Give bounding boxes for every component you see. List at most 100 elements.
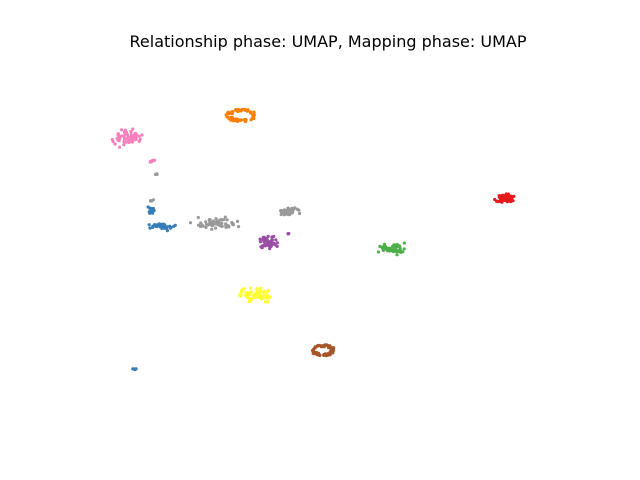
scatter-point: [250, 116, 254, 121]
scatter-point: [214, 217, 218, 221]
scatter-point: [382, 244, 386, 248]
scatter-point: [239, 108, 243, 112]
scatter-point: [250, 297, 254, 301]
scatter-point: [244, 108, 248, 112]
scatter-point: [262, 292, 266, 297]
scatter-point: [274, 238, 278, 242]
scatter-point: [385, 246, 389, 250]
scatter-point: [493, 197, 497, 202]
scatter-point: [158, 225, 162, 229]
scatter-point: [154, 223, 159, 227]
scatter-point: [264, 295, 268, 299]
cluster-12: [376, 241, 406, 257]
scatter-point: [129, 133, 133, 138]
scatter-point: [332, 346, 336, 350]
scatter-point: [239, 293, 243, 297]
scatter-point: [120, 128, 124, 132]
scatter-point: [233, 108, 237, 112]
scatter-point: [248, 286, 253, 290]
scatter-point: [266, 234, 270, 238]
scatter-point: [259, 289, 263, 293]
scatter-point: [251, 113, 255, 117]
cluster-4: [148, 198, 155, 203]
scatter-point: [169, 226, 173, 230]
scatter-point: [245, 295, 250, 300]
scatter-point: [229, 115, 233, 119]
scatter-point: [220, 221, 224, 225]
scatter-point: [268, 295, 272, 299]
scatter-point: [249, 290, 253, 294]
cluster-6: [147, 222, 177, 233]
scatter-point: [262, 235, 266, 239]
scatter-point: [116, 132, 120, 136]
scatter-point: [511, 199, 515, 203]
scatter-point: [226, 112, 230, 116]
scatter-point: [235, 219, 240, 223]
scatter-point: [137, 134, 141, 138]
scatter-point: [237, 225, 241, 229]
scatter-point: [259, 286, 263, 290]
scatter-point: [382, 247, 386, 251]
scatter-point: [231, 119, 235, 123]
scatter-point: [291, 210, 295, 214]
cluster-10: [286, 232, 291, 236]
scatter-point: [165, 229, 169, 233]
scatter-point: [402, 247, 406, 251]
scatter-point: [138, 137, 142, 141]
cluster-13: [238, 286, 272, 304]
scatter-point: [122, 140, 126, 144]
scatter-point: [155, 172, 159, 176]
scatter-point: [132, 367, 136, 371]
scatter-point: [395, 253, 399, 257]
scatter-point: [218, 218, 222, 222]
scatter-point: [230, 221, 234, 225]
scatter-point: [398, 248, 402, 252]
scatter-point: [204, 225, 208, 229]
scatter-point: [146, 205, 150, 209]
scatter-point: [131, 127, 135, 131]
scatter-point: [147, 223, 151, 227]
cluster-15: [131, 367, 138, 372]
scatter-point: [252, 110, 256, 114]
scatter-point: [260, 296, 264, 300]
scatter-point: [148, 226, 152, 230]
scatter-point: [378, 244, 382, 248]
scatter-point: [263, 300, 267, 304]
cluster-1: [110, 127, 144, 149]
scatter-point: [258, 240, 263, 244]
scatter-point: [140, 133, 144, 137]
scatter-point: [258, 237, 262, 241]
scatter-point: [172, 224, 176, 228]
scatter-point: [227, 117, 231, 121]
scatter-point: [287, 211, 291, 215]
scatter-point: [389, 247, 393, 251]
scatter-point: [272, 234, 276, 239]
scatter-point: [311, 348, 315, 352]
cluster-5: [146, 205, 156, 215]
scatter-point: [272, 241, 276, 245]
scatter-point: [127, 136, 131, 140]
cluster-2: [148, 158, 157, 164]
scatter-point: [267, 288, 271, 292]
scatter-point: [504, 192, 508, 196]
scatter-point: [229, 111, 233, 115]
scatter-point: [188, 221, 193, 225]
scatter-point: [239, 118, 243, 122]
scatter-point: [317, 353, 321, 357]
scatter-point: [148, 159, 153, 163]
scatter-point: [323, 352, 327, 356]
scatter-point: [210, 221, 214, 225]
scatter-point: [123, 136, 127, 140]
scatter-point: [214, 222, 218, 226]
scatter-point: [196, 215, 200, 220]
scatter-point: [149, 209, 153, 213]
scatter-point: [266, 240, 270, 244]
scatter-point: [263, 289, 267, 294]
scatter-point: [256, 295, 260, 300]
scatter-point: [225, 218, 229, 222]
scatter-point: [275, 241, 279, 245]
scatter-point: [163, 226, 167, 230]
scatter-point: [118, 137, 122, 141]
scatter-point: [204, 220, 208, 224]
